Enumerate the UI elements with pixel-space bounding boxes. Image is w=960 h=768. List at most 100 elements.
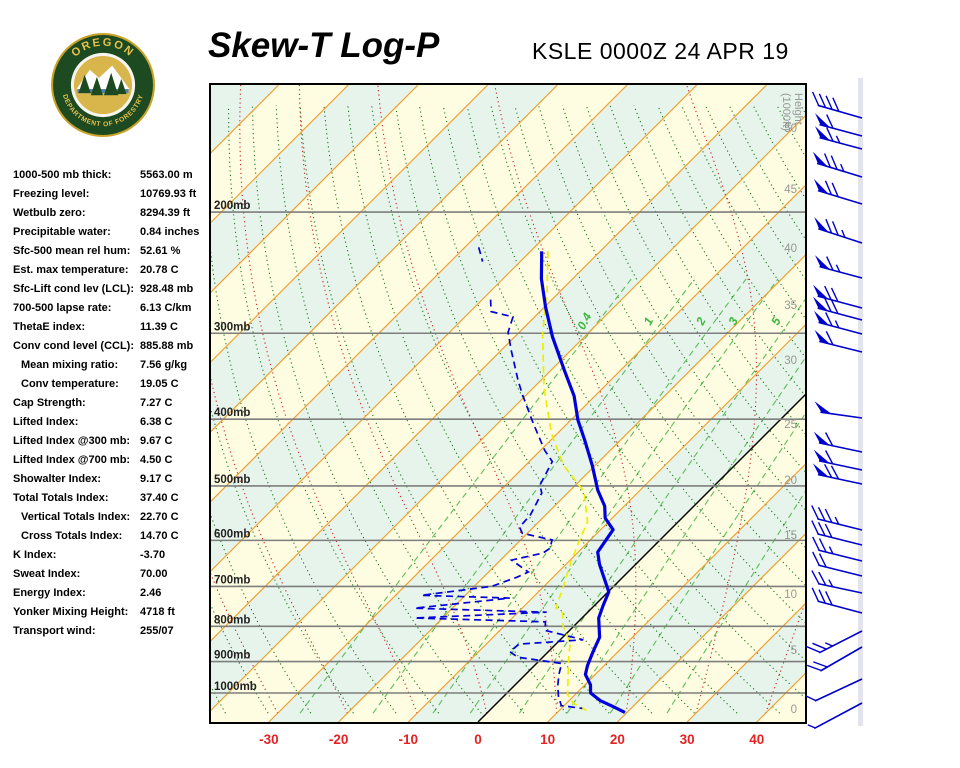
stat-row: Lifted Index: 6.38 C	[13, 413, 209, 432]
height-tick-label: 5	[791, 645, 797, 657]
zero-isotherm	[477, 394, 805, 722]
temperature-trace	[539, 251, 626, 714]
logo-mountains	[76, 65, 130, 90]
height-tick-label: 40	[784, 243, 797, 255]
height-tick-label: 50	[784, 123, 797, 135]
stat-value: 885.88 mb	[140, 340, 194, 352]
stat-row: Sfc-500 mean rel hum: 52.61 %	[13, 242, 209, 261]
temp-tick-label: 30	[679, 732, 695, 747]
logo-water	[77, 89, 129, 94]
wind-barb	[807, 702, 863, 730]
wind-barb	[811, 505, 863, 531]
stat-label: Sfc-Lift cond lev (LCL):	[13, 283, 134, 295]
height-tick-label: 35	[784, 300, 797, 312]
stat-value: 20.78 C	[140, 264, 179, 276]
page-title: Skew-T Log-P	[208, 26, 440, 65]
wind-barb	[814, 329, 863, 353]
stat-label: Cap Strength:	[13, 397, 86, 409]
stat-label: 1000-500 mb thick:	[13, 169, 112, 181]
height-tick-label: 45	[784, 184, 797, 196]
stat-value: 8294.39 ft	[140, 207, 191, 219]
wind-barb	[812, 463, 863, 485]
wetbulb-trace	[541, 251, 589, 712]
stat-row: Conv cond level (CCL): 885.88 mb	[13, 337, 209, 356]
stat-label: Conv temperature:	[21, 378, 119, 390]
stat-row: Transport wind: 255/07	[13, 622, 209, 641]
stat-value: 14.70 C	[140, 530, 179, 542]
stat-value: 255/07	[140, 625, 174, 637]
stat-row: ThetaE index: 11.39 C	[13, 318, 209, 337]
stat-row: Energy Index: 2.46	[13, 584, 209, 603]
stat-label: Precipitable water:	[13, 226, 111, 238]
stat-value: 70.00	[140, 568, 168, 580]
stat-row: 1000-500 mb thick: 5563.00 m	[13, 166, 209, 185]
height-tick-label: 30	[784, 355, 797, 367]
wind-barb	[812, 536, 863, 562]
stat-label: Transport wind:	[13, 625, 96, 637]
height-tick-label: 10	[784, 589, 797, 601]
wind-barb	[812, 551, 863, 577]
dewpoint-trace	[477, 247, 484, 262]
temp-tick-label: -20	[328, 732, 349, 747]
stat-value: 4.50 C	[140, 454, 173, 466]
stat-value: 0.84 inches	[140, 226, 200, 238]
isobar-label: 1000mb	[214, 681, 257, 693]
stat-value: 6.38 C	[140, 416, 173, 428]
stat-value: 52.61 %	[140, 245, 181, 257]
wind-barb	[813, 296, 863, 321]
stat-row: Mean mixing ratio: 7.56 g/kg	[13, 356, 209, 375]
sounding-indices-panel: 1000-500 mb thick: 5563.00 m Freezing leve…	[13, 166, 209, 641]
stat-label: 700-500 lapse rate:	[13, 302, 112, 314]
stat-label: Cross Totals Index:	[21, 530, 123, 542]
wind-barb	[806, 630, 863, 654]
wind-barb	[814, 217, 863, 244]
height-tick-label: 25	[784, 419, 797, 431]
stat-value: 5563.00 m	[140, 169, 193, 181]
stat-label: ThetaE index:	[13, 321, 86, 333]
stat-row: Sfc-Lift cond lev (LCL): 928.48 mb	[13, 280, 209, 299]
stat-row: K Index: -3.70	[13, 546, 209, 565]
skewt-chart: 200mb 300mb 400mb 500mb 600mb 700mb 800mb 900mb…	[211, 85, 805, 722]
stat-value: 22.70 C	[140, 511, 179, 523]
stat-value: 37.40 C	[140, 492, 179, 504]
oregon-dept-forestry-logo: OREGON DEPARTMENT OF FORESTRY	[51, 33, 155, 137]
stat-row: Sweat Index: 70.00	[13, 565, 209, 584]
station-datetime: KSLE 0000Z 24 APR 19	[532, 38, 789, 64]
stat-row: Showalter Index: 9.17 C	[13, 470, 209, 489]
stat-value: 2.46	[140, 587, 162, 599]
temp-tick-label: 40	[749, 732, 765, 747]
isobar-label: 600mb	[214, 528, 250, 540]
isobar-label: 400mb	[214, 407, 250, 419]
stat-label: Freezing level:	[13, 188, 90, 200]
stat-label: Energy Index:	[13, 587, 86, 599]
stat-value: -3.70	[140, 549, 166, 561]
stat-value: 4718 ft	[140, 606, 175, 618]
wind-barb	[811, 520, 863, 546]
stat-row: Freezing level: 10769.93 ft	[13, 185, 209, 204]
stat-label: Lifted Index:	[13, 416, 79, 428]
stat-row: Total Totals Index: 37.40 C	[13, 489, 209, 508]
scrollbar-track[interactable]	[858, 78, 863, 726]
stat-label: Vertical Totals Index:	[21, 511, 131, 523]
wind-barb	[813, 431, 863, 453]
wind-barb	[805, 678, 863, 702]
wind-barb-column	[805, 91, 863, 730]
stat-row: Est. max temperature: 20.78 C	[13, 261, 209, 280]
stat-value: 7.27 C	[140, 397, 173, 409]
stat-label: Showalter Index:	[13, 473, 102, 485]
isobar-label: 700mb	[214, 574, 250, 586]
dewpoint-trace	[414, 299, 584, 710]
wind-barb	[806, 646, 863, 672]
stat-value: 11.39 C	[140, 321, 178, 333]
plot-border	[209, 83, 807, 724]
stat-row: Cross Totals Index: 14.70 C	[13, 527, 209, 546]
stat-value: 10769.93 ft	[140, 188, 197, 200]
stat-row: Vertical Totals Index: 22.70 C	[13, 508, 209, 527]
temp-tick-label: -30	[259, 732, 279, 747]
height-tick-label: 0	[791, 704, 797, 716]
stat-label: Yonker Mixing Height:	[13, 606, 129, 618]
temp-tick-label: 0	[474, 732, 482, 747]
wind-barb	[811, 587, 863, 614]
stat-label: Mean mixing ratio:	[21, 359, 119, 371]
stat-row: Yonker Mixing Height: 4718 ft	[13, 603, 209, 622]
